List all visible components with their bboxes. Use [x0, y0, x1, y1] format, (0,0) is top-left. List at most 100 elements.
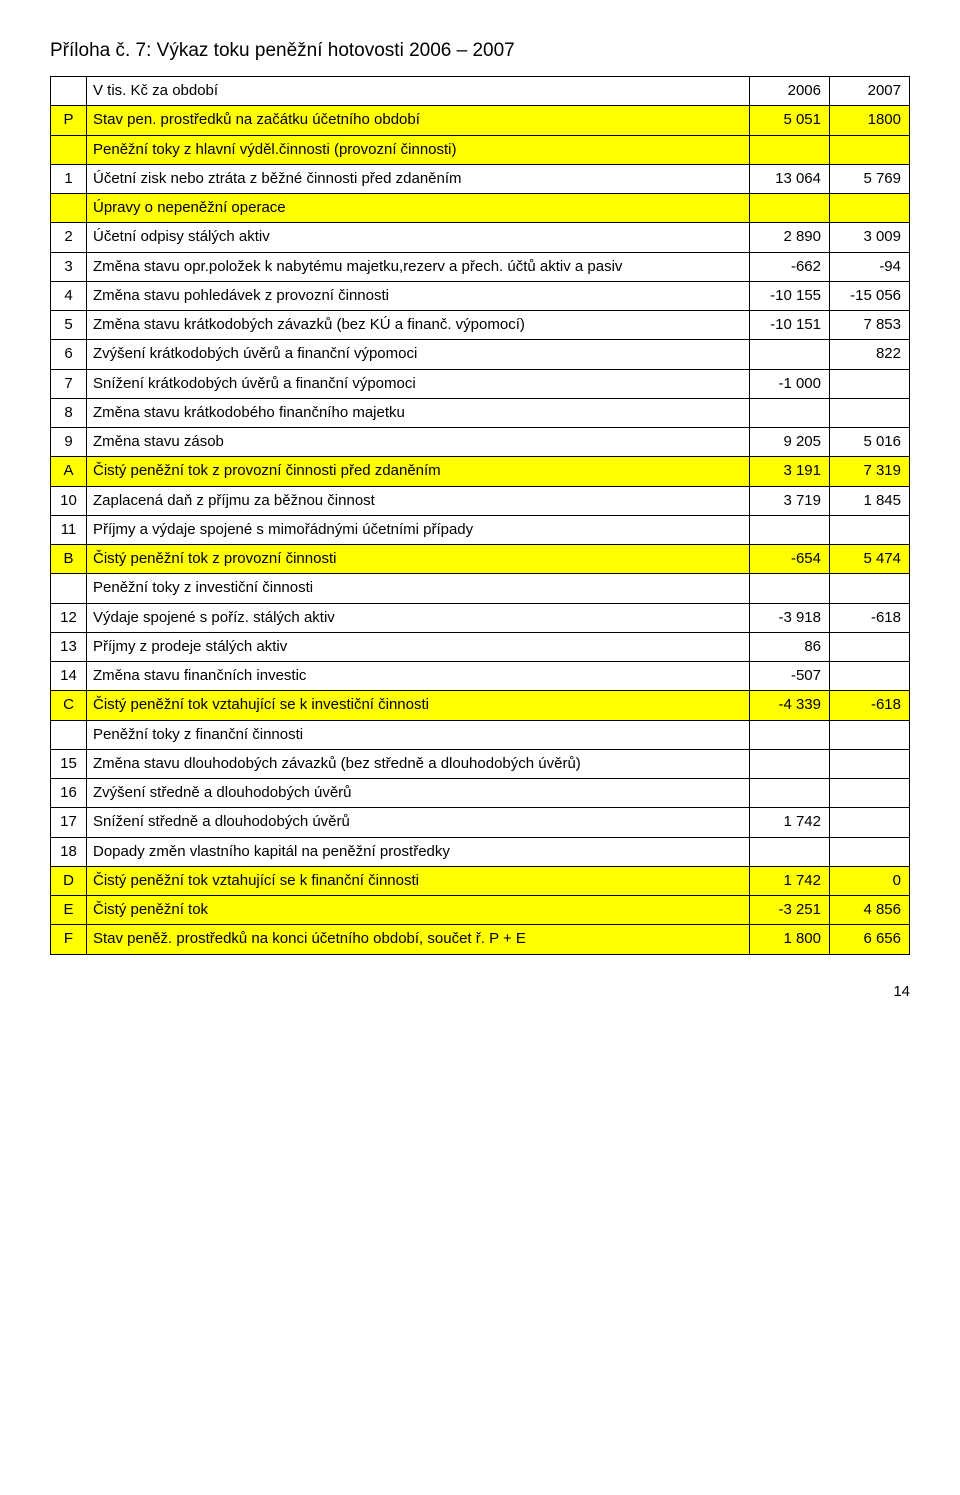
table-row: 17Snížení středně a dlouhodobých úvěrů1 … — [51, 808, 910, 837]
table-row: 7Snížení krátkodobých úvěrů a finanční v… — [51, 369, 910, 398]
row-value-2006: 1 742 — [750, 808, 830, 837]
row-label: Změna stavu krátkodobých závazků (bez KÚ… — [87, 311, 750, 340]
row-value-2006: -662 — [750, 252, 830, 281]
row-index: 12 — [51, 603, 87, 632]
table-row: 8Změna stavu krátkodobého finančního maj… — [51, 398, 910, 427]
row-label: Změna stavu opr.položek k nabytému majet… — [87, 252, 750, 281]
row-value-2006 — [750, 135, 830, 164]
table-row: Peněžní toky z finanční činnosti — [51, 720, 910, 749]
row-value-2006: -3 251 — [750, 896, 830, 925]
row-value-2007 — [830, 632, 910, 661]
row-value-2006: -507 — [750, 662, 830, 691]
header-year-1: 2006 — [750, 77, 830, 106]
row-index: 16 — [51, 779, 87, 808]
table-row: BČistý peněžní tok z provozní činnosti-6… — [51, 545, 910, 574]
row-value-2007: -94 — [830, 252, 910, 281]
row-index: 17 — [51, 808, 87, 837]
row-label: Stav peněž. prostředků na konci účetního… — [87, 925, 750, 954]
row-value-2007: 7 319 — [830, 457, 910, 486]
row-index: 9 — [51, 428, 87, 457]
row-label: Účetní zisk nebo ztráta z běžné činnosti… — [87, 164, 750, 193]
row-index — [51, 574, 87, 603]
row-index: 5 — [51, 311, 87, 340]
row-value-2006 — [750, 720, 830, 749]
row-label: Snížení krátkodobých úvěrů a finanční vý… — [87, 369, 750, 398]
table-row: 11Příjmy a výdaje spojené s mimořádnými … — [51, 515, 910, 544]
table-row: 13Příjmy z prodeje stálých aktiv86 — [51, 632, 910, 661]
row-value-2007: 4 856 — [830, 896, 910, 925]
row-value-2007: -618 — [830, 691, 910, 720]
table-row: Peněžní toky z investiční činnosti — [51, 574, 910, 603]
row-value-2007 — [830, 398, 910, 427]
table-row: 1Účetní zisk nebo ztráta z běžné činnost… — [51, 164, 910, 193]
row-value-2007 — [830, 574, 910, 603]
table-row: 5Změna stavu krátkodobých závazků (bez K… — [51, 311, 910, 340]
row-label: Účetní odpisy stálých aktiv — [87, 223, 750, 252]
header-blank — [51, 77, 87, 106]
row-index: 1 — [51, 164, 87, 193]
row-label: Zvýšení krátkodobých úvěrů a finanční vý… — [87, 340, 750, 369]
row-value-2006 — [750, 749, 830, 778]
row-label: Změna stavu finančních investic — [87, 662, 750, 691]
table-row: 3Změna stavu opr.položek k nabytému maje… — [51, 252, 910, 281]
table-row: 4Změna stavu pohledávek z provozní činno… — [51, 281, 910, 310]
row-index: 4 — [51, 281, 87, 310]
row-label: Snížení středně a dlouhodobých úvěrů — [87, 808, 750, 837]
table-header-row: V tis. Kč za období20062007 — [51, 77, 910, 106]
row-label: Peněžní toky z investiční činnosti — [87, 574, 750, 603]
row-label: Úpravy o nepeněžní operace — [87, 194, 750, 223]
row-index: E — [51, 896, 87, 925]
row-value-2006 — [750, 515, 830, 544]
row-value-2007: 5 474 — [830, 545, 910, 574]
row-value-2007: 1 845 — [830, 486, 910, 515]
table-row: 2Účetní odpisy stálých aktiv2 8903 009 — [51, 223, 910, 252]
row-value-2006: -1 000 — [750, 369, 830, 398]
table-row: CČistý peněžní tok vztahující se k inves… — [51, 691, 910, 720]
page-number: 14 — [50, 983, 910, 1000]
row-index: C — [51, 691, 87, 720]
row-value-2007: 5 769 — [830, 164, 910, 193]
row-value-2007: -15 056 — [830, 281, 910, 310]
header-year-2: 2007 — [830, 77, 910, 106]
row-value-2006: -10 151 — [750, 311, 830, 340]
row-index: D — [51, 866, 87, 895]
table-row: EČistý peněžní tok-3 2514 856 — [51, 896, 910, 925]
row-label: Čistý peněžní tok — [87, 896, 750, 925]
row-label: Stav pen. prostředků na začátku účetního… — [87, 106, 750, 135]
table-row: Úpravy o nepeněžní operace — [51, 194, 910, 223]
row-index: 7 — [51, 369, 87, 398]
row-value-2007 — [830, 808, 910, 837]
row-value-2006: -4 339 — [750, 691, 830, 720]
row-index: P — [51, 106, 87, 135]
row-value-2006: -654 — [750, 545, 830, 574]
row-value-2006: 3 191 — [750, 457, 830, 486]
row-value-2007: 6 656 — [830, 925, 910, 954]
row-value-2006 — [750, 574, 830, 603]
row-index: 15 — [51, 749, 87, 778]
row-value-2006: 2 890 — [750, 223, 830, 252]
row-value-2006: -3 918 — [750, 603, 830, 632]
row-value-2007: -618 — [830, 603, 910, 632]
table-row: PStav pen. prostředků na začátku účetníh… — [51, 106, 910, 135]
row-value-2006 — [750, 837, 830, 866]
table-row: 16Zvýšení středně a dlouhodobých úvěrů — [51, 779, 910, 808]
row-value-2006: 3 719 — [750, 486, 830, 515]
row-index: 6 — [51, 340, 87, 369]
row-label: Změna stavu zásob — [87, 428, 750, 457]
row-index: A — [51, 457, 87, 486]
row-index: 13 — [51, 632, 87, 661]
row-value-2007 — [830, 662, 910, 691]
row-value-2006: 86 — [750, 632, 830, 661]
row-label: Čistý peněžní tok vztahující se k finanč… — [87, 866, 750, 895]
row-index: F — [51, 925, 87, 954]
table-row: 15Změna stavu dlouhodobých závazků (bez … — [51, 749, 910, 778]
row-value-2007 — [830, 837, 910, 866]
row-index — [51, 194, 87, 223]
row-value-2007: 5 016 — [830, 428, 910, 457]
table-row: 18Dopady změn vlastního kapitál na peněž… — [51, 837, 910, 866]
header-label: V tis. Kč za období — [87, 77, 750, 106]
row-value-2007 — [830, 515, 910, 544]
table-row: 14Změna stavu finančních investic-507 — [51, 662, 910, 691]
row-index: B — [51, 545, 87, 574]
table-row: 9Změna stavu zásob9 2055 016 — [51, 428, 910, 457]
